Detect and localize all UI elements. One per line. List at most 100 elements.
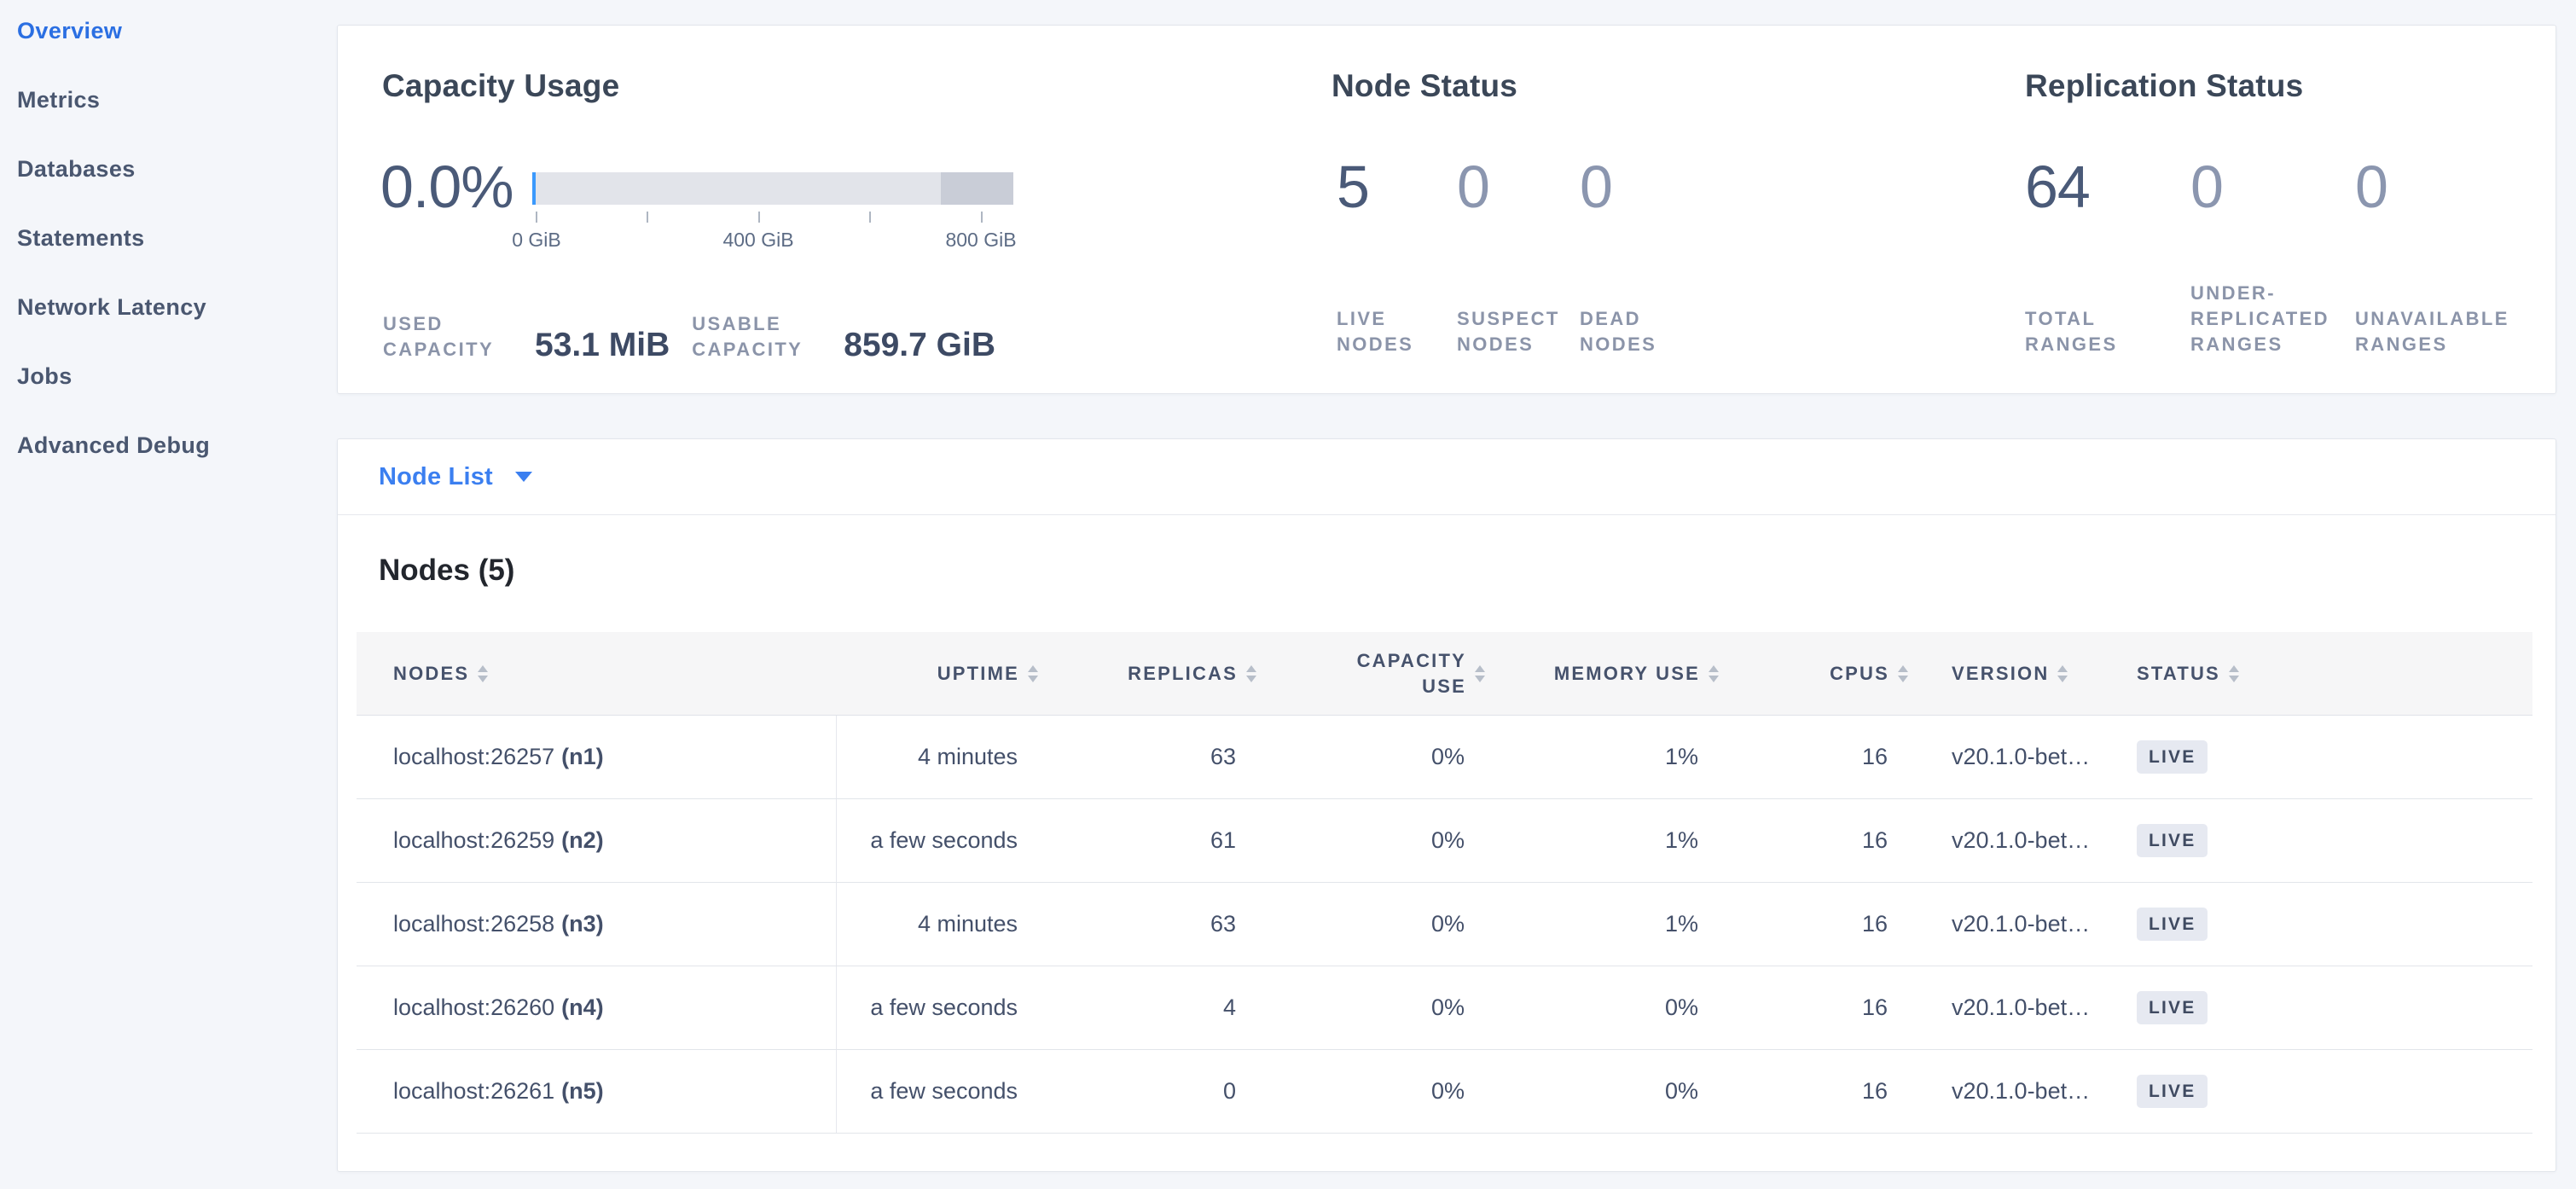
gauge-tick bbox=[869, 212, 871, 223]
cell-uptime: 4 minutes bbox=[917, 744, 1018, 769]
node-address: localhost:26259 bbox=[393, 827, 555, 853]
gauge-tick-label-800: 800 GiB bbox=[945, 229, 1017, 251]
cell-capacity-use: 0% bbox=[1430, 911, 1465, 937]
cell-capacity-use: 0% bbox=[1430, 995, 1465, 1020]
node-id: (n1) bbox=[561, 744, 604, 769]
col-header-cpus[interactable]: CPUS bbox=[1731, 632, 1920, 715]
col-header-version[interactable]: VERSION bbox=[1920, 632, 2116, 715]
cell-uptime: 4 minutes bbox=[917, 911, 1018, 937]
cell-uptime: a few seconds bbox=[870, 995, 1018, 1020]
cell-status: LIVE bbox=[2116, 799, 2532, 882]
cell-capacity-use: 0% bbox=[1430, 1078, 1465, 1104]
col-header-uptime[interactable]: UPTIME bbox=[837, 632, 1050, 715]
dead-nodes-count: 0 bbox=[1580, 154, 1613, 220]
nodes-table-header: NODES UPTIME REPLICAS CAPACITY USE MEMOR… bbox=[357, 632, 2532, 716]
table-row: localhost:26257 (n1) 4 minutes 63 0% 1% 16 v20.… bbox=[357, 716, 2532, 799]
gauge-tick bbox=[981, 212, 983, 223]
usable-capacity-value: 859.7 GiB bbox=[844, 327, 996, 363]
node-address: localhost:26257 bbox=[393, 744, 555, 769]
sidebar-item-statements[interactable]: Statements bbox=[17, 225, 145, 251]
under-replicated-ranges-count: 0 bbox=[2190, 154, 2224, 220]
total-ranges-label: TOTAL RANGES bbox=[2025, 308, 2118, 355]
table-row: localhost:26260 (n4) a few seconds 4 0% 0% 16 v… bbox=[357, 966, 2532, 1050]
live-nodes-count: 5 bbox=[1337, 154, 1370, 220]
sort-icon bbox=[1898, 664, 1908, 682]
cell-replicas: 4 bbox=[1222, 995, 1236, 1020]
col-header-nodes[interactable]: NODES bbox=[357, 632, 837, 715]
status-badge: LIVE bbox=[2137, 740, 2208, 774]
sort-icon bbox=[2057, 664, 2068, 682]
node-address: localhost:26258 bbox=[393, 911, 555, 937]
sidebar-item-jobs[interactable]: Jobs bbox=[17, 363, 73, 389]
col-label: REPLICAS bbox=[1128, 662, 1238, 684]
status-badge: LIVE bbox=[2137, 824, 2208, 857]
gauge-tick bbox=[647, 212, 648, 223]
cell-uptime: a few seconds bbox=[870, 827, 1018, 853]
sidebar-item-databases[interactable]: Databases bbox=[17, 156, 136, 182]
unavailable-ranges-label: UNAVAILABLE RANGES bbox=[2355, 308, 2509, 355]
cell-memory-use: 1% bbox=[1664, 827, 1698, 853]
col-label: STATUS bbox=[2137, 662, 2220, 684]
cluster-summary-card: Capacity Usage 0.0% 0 GiB 400 GiB 800 Gi… bbox=[337, 25, 2556, 394]
sidebar-item-advanced-debug[interactable]: Advanced Debug bbox=[17, 432, 211, 458]
col-header-memory-use[interactable]: MEMORY USE bbox=[1497, 632, 1731, 715]
cell-node-name: localhost:26258 (n3) bbox=[357, 883, 837, 966]
nodes-table: NODES UPTIME REPLICAS CAPACITY USE MEMOR… bbox=[357, 632, 2532, 1134]
chevron-down-icon bbox=[514, 472, 532, 482]
cell-version: v20.1.0-bet… bbox=[1952, 995, 2091, 1020]
table-row: localhost:26261 (n5) a few seconds 0 0% 0% 16 v… bbox=[357, 1050, 2532, 1134]
usable-capacity-label: USABLE CAPACITY bbox=[692, 313, 804, 360]
sidebar: Overview Metrics Databases Statements Ne… bbox=[0, 0, 337, 1189]
capacity-stats: USED CAPACITY 53.1 MiB USABLE CAPACITY 8… bbox=[383, 311, 1018, 362]
col-header-capacity-use[interactable]: CAPACITY USE bbox=[1268, 632, 1497, 715]
status-badge: LIVE bbox=[2137, 991, 2208, 1024]
sort-icon bbox=[1246, 664, 1256, 682]
cell-cpus: 16 bbox=[1861, 744, 1888, 769]
cell-node-name: localhost:26257 (n1) bbox=[357, 716, 837, 798]
total-ranges-count: 64 bbox=[2025, 154, 2091, 220]
capacity-gauge-bar bbox=[532, 172, 1013, 205]
cell-status: LIVE bbox=[2116, 883, 2532, 966]
col-header-replicas[interactable]: REPLICAS bbox=[1050, 632, 1268, 715]
replication-status-title: Replication Status bbox=[2025, 68, 2304, 103]
gauge-tick bbox=[758, 212, 760, 223]
node-id: (n2) bbox=[561, 827, 604, 853]
cell-cpus: 16 bbox=[1861, 911, 1888, 937]
sort-icon bbox=[1475, 664, 1485, 682]
used-capacity-value: 53.1 MiB bbox=[535, 327, 670, 363]
node-list-dropdown[interactable]: Node List bbox=[338, 439, 2556, 515]
cell-uptime: a few seconds bbox=[870, 1078, 1018, 1104]
col-label: MEMORY USE bbox=[1553, 662, 1700, 684]
table-row: localhost:26258 (n3) 4 minutes 63 0% 1% 16 v20.… bbox=[357, 883, 2532, 966]
capacity-usage-title: Capacity Usage bbox=[382, 68, 620, 103]
cell-capacity-use: 0% bbox=[1430, 744, 1465, 769]
cell-replicas: 63 bbox=[1210, 744, 1236, 769]
cell-cpus: 16 bbox=[1861, 995, 1888, 1020]
capacity-gauge-dark-segment bbox=[941, 172, 1013, 205]
gauge-tick bbox=[536, 212, 537, 223]
sidebar-item-overview[interactable]: Overview bbox=[17, 18, 123, 44]
nodes-table-body: localhost:26257 (n1) 4 minutes 63 0% 1% 16 v20.… bbox=[357, 716, 2532, 1134]
gauge-tick-label-400: 400 GiB bbox=[722, 229, 794, 251]
sort-icon bbox=[2228, 664, 2239, 682]
node-id: (n3) bbox=[561, 911, 604, 937]
nodes-table-title: Nodes (5) bbox=[379, 554, 515, 587]
col-label: CPUS bbox=[1830, 662, 1889, 684]
col-header-status[interactable]: STATUS bbox=[2116, 632, 2532, 715]
cell-cpus: 16 bbox=[1861, 827, 1888, 853]
node-address: localhost:26260 bbox=[393, 995, 555, 1020]
suspect-nodes-count: 0 bbox=[1457, 154, 1490, 220]
table-row: localhost:26259 (n2) a few seconds 61 0% 1% 16… bbox=[357, 799, 2532, 883]
under-replicated-ranges-label: UNDER-REPLICATED RANGES bbox=[2190, 282, 2329, 355]
cell-memory-use: 1% bbox=[1664, 744, 1698, 769]
suspect-nodes-label: SUSPECT NODES bbox=[1457, 308, 1560, 355]
dead-nodes-label: DEAD NODES bbox=[1580, 308, 1657, 355]
cell-capacity-use: 0% bbox=[1430, 827, 1465, 853]
sort-icon bbox=[1028, 664, 1038, 682]
cell-version: v20.1.0-bet… bbox=[1952, 911, 2091, 937]
capacity-gauge: 0 GiB 400 GiB 800 GiB bbox=[512, 172, 1017, 275]
sidebar-item-network-latency[interactable]: Network Latency bbox=[17, 294, 207, 320]
sidebar-item-metrics[interactable]: Metrics bbox=[17, 87, 101, 113]
cell-status: LIVE bbox=[2116, 966, 2532, 1049]
node-address: localhost:26261 bbox=[393, 1078, 555, 1104]
